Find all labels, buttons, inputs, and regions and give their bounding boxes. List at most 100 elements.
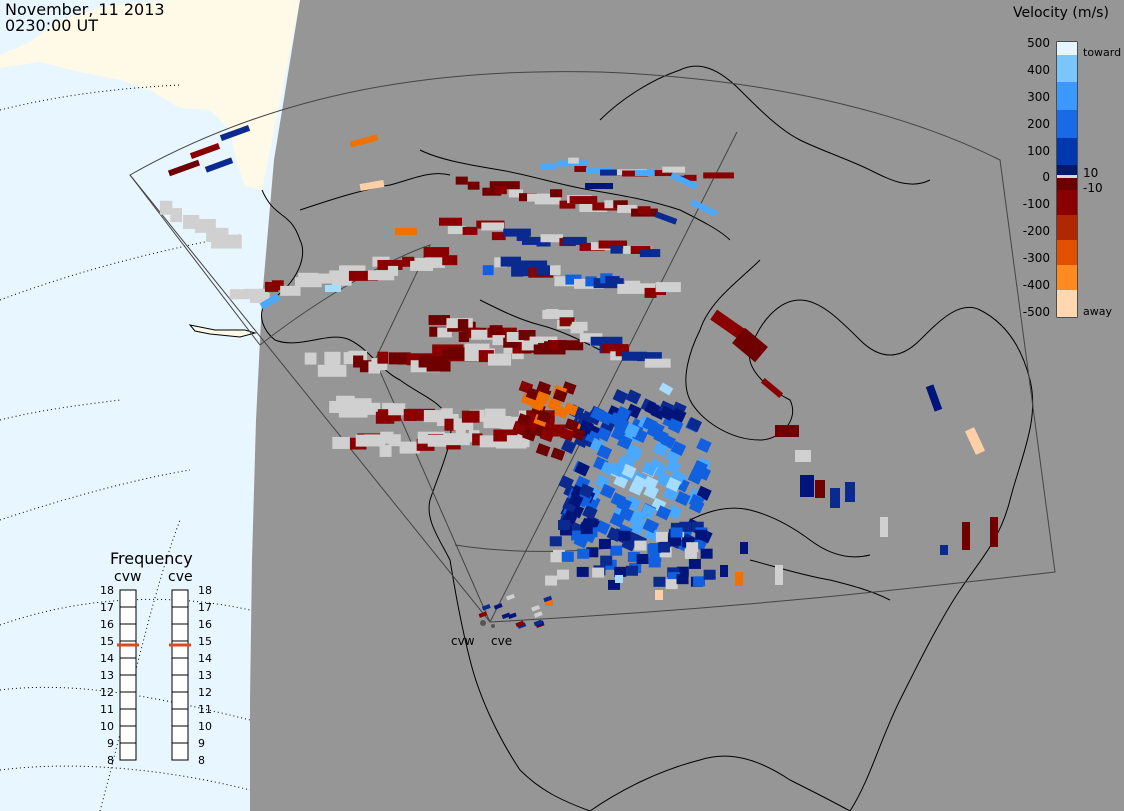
frequency-tick-label: 10	[100, 720, 114, 733]
velocity-cell	[688, 558, 701, 569]
velocity-cell	[531, 605, 541, 612]
velocity-cell	[562, 236, 587, 245]
velocity-cell	[367, 270, 395, 281]
velocity-cell	[615, 575, 623, 583]
velocity-cell	[625, 565, 638, 576]
velocity-cell	[545, 600, 553, 606]
colorbar-segment	[1057, 265, 1077, 290]
velocity-cell	[644, 400, 660, 416]
velocity-cell	[665, 476, 682, 493]
velocity-cell	[612, 389, 629, 405]
velocity-cell	[540, 163, 556, 170]
velocity-cell	[559, 317, 575, 327]
velocity-cell	[540, 234, 564, 243]
velocity-cell	[516, 413, 532, 427]
colorbar-tick-label: 200	[1027, 117, 1050, 131]
colorbar-segment	[1057, 110, 1077, 138]
velocity-cell	[558, 475, 574, 491]
velocity-cell	[775, 565, 783, 585]
velocity-cell	[348, 270, 378, 281]
velocity-cell	[368, 361, 381, 374]
velocity-cell	[720, 565, 728, 577]
velocity-cell	[561, 551, 574, 562]
velocity-cell	[535, 443, 551, 457]
velocity-cell	[462, 226, 478, 235]
velocity-cell	[613, 200, 628, 209]
velocity-cell	[539, 428, 555, 443]
night-shading	[250, 0, 1124, 811]
velocity-cell	[600, 169, 627, 176]
velocity-cell	[925, 384, 943, 412]
velocity-cell	[377, 259, 403, 270]
velocity-cell	[271, 280, 284, 291]
velocity-cell	[735, 572, 743, 586]
velocity-cell	[545, 309, 559, 319]
velocity-cell	[626, 446, 643, 462]
velocity-cell	[554, 276, 575, 287]
velocity-cell	[574, 166, 587, 173]
velocity-cell	[461, 410, 480, 423]
velocity-cell	[487, 353, 512, 366]
velocity-cell	[686, 542, 699, 553]
velocity-cell	[569, 196, 598, 205]
daylit-land	[0, 0, 300, 190]
velocity-cell	[601, 344, 629, 354]
velocity-cell	[426, 359, 451, 372]
velocity-cell	[590, 406, 606, 422]
velocity-cell	[610, 245, 623, 254]
velocity-cell	[964, 427, 986, 455]
colorbar-segment	[1057, 138, 1077, 165]
velocity-cell	[637, 206, 651, 215]
velocity-cell	[599, 483, 616, 499]
time-label: 0230:00 UT	[5, 16, 99, 35]
velocity-cell	[565, 274, 582, 285]
velocity-cell	[642, 518, 659, 534]
velocity-cell	[690, 199, 718, 217]
frequency-tick-label: 8	[198, 754, 205, 767]
velocity-cell	[557, 520, 570, 531]
velocity-cell	[646, 422, 663, 438]
velocity-cell	[636, 553, 649, 564]
velocity-cell	[500, 256, 521, 267]
frequency-tick-label: 13	[198, 669, 212, 682]
velocity-cell	[648, 557, 661, 568]
velocity-cell	[600, 555, 613, 566]
frequency-radar-cvw-label: cvw	[114, 569, 142, 585]
velocity-cell	[491, 232, 506, 241]
velocity-cell	[506, 331, 524, 342]
velocity-cell	[521, 236, 546, 245]
velocity-cell	[658, 382, 674, 396]
velocity-cell	[634, 540, 647, 551]
velocity-cell	[427, 434, 447, 447]
velocity-cell	[609, 462, 625, 478]
velocity-cell	[568, 492, 584, 508]
velocity-cell	[641, 461, 658, 477]
velocity-cell	[675, 491, 691, 507]
velocity-cell	[482, 187, 502, 196]
velocity-cell	[457, 319, 469, 330]
velocity-cell	[549, 536, 562, 547]
velocity-cell	[654, 211, 678, 225]
velocity-cell	[643, 484, 659, 500]
velocity-cell	[703, 172, 734, 179]
frequency-radar-cve-label: cve	[168, 569, 193, 585]
velocity-cell	[667, 572, 680, 583]
velocity-cell	[304, 352, 317, 365]
velocity-cell	[402, 256, 415, 267]
velocity-cell	[614, 566, 627, 577]
colorbar-tick-label: 100	[1027, 144, 1050, 158]
velocity-cell	[665, 579, 678, 590]
colorbar-segment	[1057, 55, 1077, 82]
velocity-cell	[662, 166, 686, 173]
velocity-cell	[563, 402, 579, 417]
velocity-cell	[264, 281, 279, 292]
velocity-cell	[467, 181, 480, 190]
radar-site-cve	[491, 624, 495, 628]
velocity-cell	[515, 620, 525, 628]
velocity-cell	[325, 285, 341, 292]
velocity-cell	[688, 493, 705, 509]
colorbar-tick-label: -200	[1023, 224, 1050, 238]
velocity-cell	[503, 228, 531, 237]
velocity-cell	[339, 265, 366, 276]
